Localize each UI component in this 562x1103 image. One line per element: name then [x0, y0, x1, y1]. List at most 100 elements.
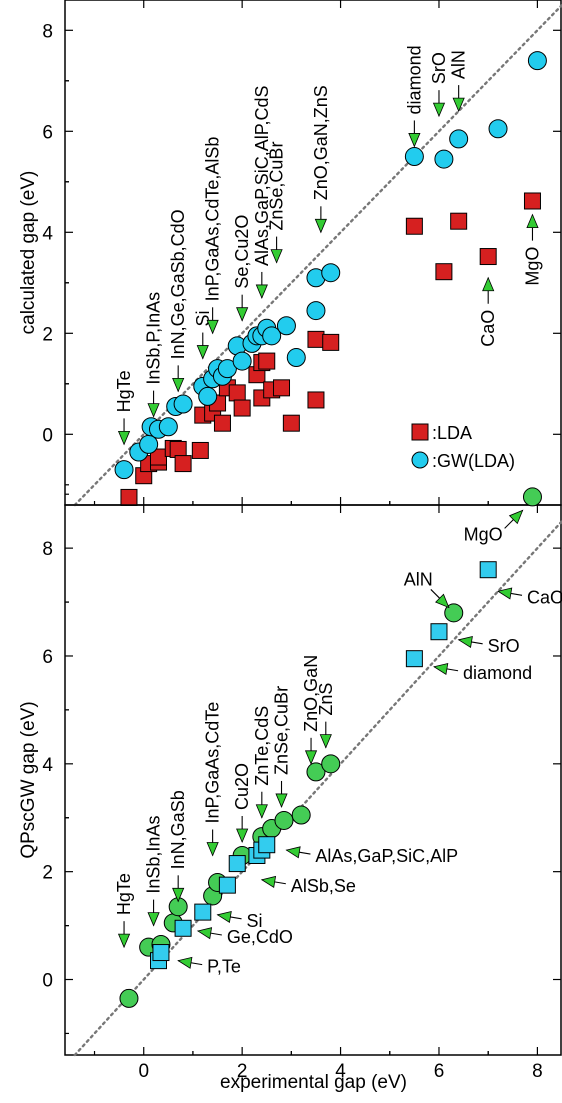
y-axis-title: calculated gap (eV) [18, 171, 39, 335]
legend-square-marker [411, 423, 429, 441]
annotation-arrow-head [432, 102, 446, 118]
x-tick-label: 4 [335, 1061, 346, 1082]
data-point-square [233, 399, 251, 417]
annotation-arrow-head [260, 875, 277, 888]
annotation-arrow-head [275, 793, 288, 808]
data-point-square [273, 379, 291, 397]
annotation-arrow-head [206, 842, 219, 857]
x-axis-title: experimental gap (eV) [220, 1072, 407, 1093]
annotation-label: HgTe [114, 873, 134, 915]
annotation-label: InN,GaSb [168, 790, 188, 869]
annotation-arrow-head [304, 750, 318, 765]
annotation-arrow-head [285, 846, 301, 859]
annotation-label: Se,Cu2O [232, 215, 252, 289]
y-tick-label: 2 [42, 863, 53, 884]
annotation-label: AlN [449, 50, 469, 79]
annotation-label: InP,GaAs,CdTe,AlSb [203, 137, 223, 302]
annotation-label: MgO [464, 524, 503, 544]
data-point-circle [217, 359, 237, 379]
data-point-square [307, 330, 325, 348]
annotation-arrow-head [216, 910, 232, 924]
data-point-circle [173, 394, 193, 414]
data-point-square [479, 561, 497, 579]
annotation-label: ZnO,GaN,ZnS [311, 85, 331, 200]
annotation-arrow-head [172, 377, 185, 393]
annotation-label: P,Te [207, 957, 241, 977]
annotation-arrow-head [117, 430, 131, 446]
annotation-arrow-head [255, 284, 268, 299]
annotation-label: AlSb,Se [291, 876, 356, 896]
data-point-circle [527, 51, 547, 71]
data-point-square [405, 650, 423, 668]
data-point-square [430, 623, 448, 641]
annotation-label: ZnTe,CdS [252, 706, 272, 786]
y-tick-label: 6 [42, 122, 53, 143]
data-point-square [120, 488, 138, 506]
annotation-arrow-head [196, 927, 213, 940]
data-point-square [218, 876, 236, 894]
annotation-arrow-head [270, 249, 283, 264]
annotation-arrow-head [319, 734, 332, 749]
annotation-arrow-head [147, 403, 160, 418]
x-tick-label: 8 [532, 1061, 543, 1082]
data-point-square [152, 944, 170, 962]
data-point-circle [262, 326, 282, 346]
data-point-circle [306, 762, 326, 782]
annotation-arrow-head [255, 804, 268, 819]
data-point-circle [522, 487, 542, 507]
legend-label: :LDA [432, 423, 472, 443]
y-tick-label: 0 [42, 425, 53, 446]
data-point-square [258, 352, 276, 370]
y-tick-label: 4 [42, 755, 53, 776]
annotation-arrow-head [177, 956, 193, 969]
data-point-circle [444, 603, 464, 623]
y-tick-label: 0 [42, 971, 53, 992]
data-point-square [174, 919, 192, 937]
data-point-circle [276, 316, 296, 336]
annotation-label: ZnO,GaN [301, 655, 321, 732]
data-point-square [169, 440, 187, 458]
data-point-square [479, 248, 497, 266]
data-point-circle [404, 147, 424, 167]
y-axis-title: QPscGW gap (eV) [18, 701, 39, 858]
annotation-arrow-head [526, 213, 539, 229]
annotation-arrow-head [172, 887, 185, 903]
data-point-square [174, 455, 192, 473]
annotation-arrow-head [482, 276, 495, 292]
data-point-square [191, 441, 209, 459]
diagonal-line [73, 519, 562, 1057]
data-point-circle [198, 386, 218, 406]
annotation-label: ZnSe,CuBr [272, 686, 292, 775]
annotation-label: AlAs,GaP,SiC,AlP,CdS [252, 86, 272, 266]
annotation-arrow-head [497, 587, 513, 600]
data-point-circle [114, 460, 134, 480]
annotation-label: ZnSe,CuBr [267, 142, 287, 231]
data-point-circle [434, 149, 454, 169]
data-point-square [258, 836, 276, 854]
annotation-label: AlN [404, 569, 433, 589]
annotation-label: SrO [429, 52, 449, 84]
annotation-label: InSb,P,InAs [144, 292, 164, 385]
data-point-square [450, 212, 468, 230]
annotation-arrow-head [236, 307, 249, 322]
annotation-label: Si [247, 911, 263, 931]
data-point-circle [488, 119, 508, 139]
annotation-arrow-head [408, 133, 421, 148]
data-point-circle [274, 810, 294, 830]
annotation-label: HgTe [114, 370, 134, 412]
data-point-circle [449, 129, 469, 149]
data-point-square [282, 414, 300, 432]
annotation-arrow-head [452, 97, 465, 113]
annotation-arrow-head [457, 635, 473, 649]
legend-label: :GW(LDA) [432, 451, 515, 471]
y-tick-label: 4 [42, 223, 53, 244]
bottom-panel: 0 2 4 6 8 0 2 4 6 8 QPscGW gap (eV) experimental ga… [18, 487, 562, 1093]
data-point-square [213, 414, 231, 432]
annotation-label: AlAs,GaP,SiC,AlP [315, 846, 458, 866]
data-point-square [149, 448, 167, 466]
y-tick-label: 6 [42, 647, 53, 668]
data-point-square [523, 192, 541, 210]
annotation-label: InP,GaAs,CdTe [203, 702, 223, 824]
y-tick-label: 8 [42, 21, 53, 42]
